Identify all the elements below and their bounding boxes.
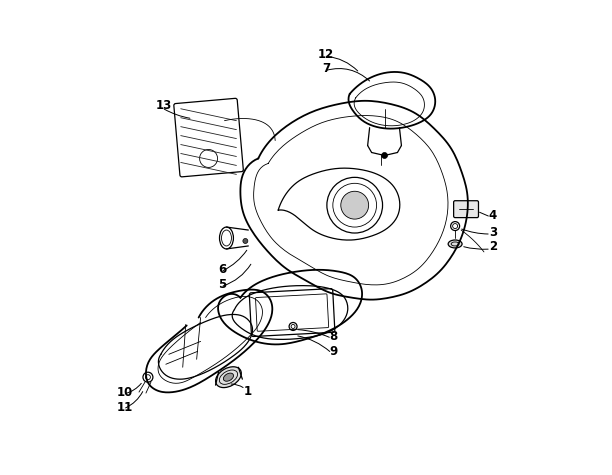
Text: 1: 1 [244, 385, 252, 398]
FancyBboxPatch shape [453, 201, 479, 218]
Ellipse shape [215, 367, 241, 388]
Text: 5: 5 [218, 278, 226, 291]
Text: 7: 7 [322, 63, 330, 76]
Text: 8: 8 [330, 330, 338, 343]
Ellipse shape [448, 240, 462, 248]
Circle shape [341, 191, 368, 219]
Text: 9: 9 [330, 345, 338, 358]
Text: 2: 2 [489, 240, 497, 254]
Text: 12: 12 [318, 48, 334, 61]
Text: 11: 11 [117, 400, 133, 414]
Text: 3: 3 [489, 226, 497, 238]
Text: 13: 13 [155, 99, 172, 112]
Ellipse shape [223, 373, 234, 381]
FancyBboxPatch shape [174, 98, 244, 177]
Text: 4: 4 [489, 209, 497, 222]
Text: 6: 6 [218, 263, 226, 276]
Circle shape [243, 238, 248, 244]
Circle shape [381, 152, 387, 159]
Text: 10: 10 [117, 386, 133, 399]
